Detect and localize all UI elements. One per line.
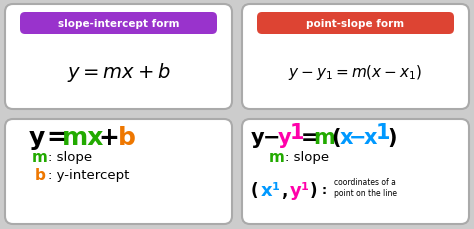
Text: −: − [263, 128, 281, 147]
Text: 1: 1 [301, 181, 309, 191]
Text: b: b [118, 125, 136, 149]
Text: ): ) [387, 128, 397, 147]
Text: $y - y_1 = m(x - x_1)$: $y - y_1 = m(x - x_1)$ [288, 63, 423, 82]
FancyBboxPatch shape [5, 120, 232, 224]
Text: : y-intercept: : y-intercept [48, 168, 129, 181]
Text: y: y [29, 125, 45, 149]
FancyBboxPatch shape [242, 120, 469, 224]
FancyBboxPatch shape [242, 5, 469, 109]
Text: slope-intercept form: slope-intercept form [58, 19, 179, 29]
Text: y: y [251, 128, 265, 147]
Text: ,: , [281, 181, 287, 199]
FancyBboxPatch shape [257, 13, 454, 35]
Text: mx: mx [62, 125, 104, 149]
Text: : slope: : slope [285, 151, 329, 164]
Text: coordinates of a
point on the line: coordinates of a point on the line [334, 177, 397, 197]
Text: =: = [46, 125, 67, 149]
Text: ): ) [309, 181, 317, 199]
Text: (: ( [331, 128, 341, 147]
Text: y: y [290, 181, 302, 199]
FancyBboxPatch shape [5, 5, 232, 109]
Text: 1: 1 [376, 123, 390, 142]
Text: x: x [363, 128, 377, 147]
Text: point-slope form: point-slope form [306, 19, 405, 29]
Text: 1: 1 [290, 123, 304, 142]
Text: −: − [349, 128, 367, 147]
Text: y: y [278, 128, 292, 147]
Text: m: m [32, 150, 48, 165]
Text: =: = [301, 128, 319, 147]
Text: +: + [99, 125, 119, 149]
Text: m: m [313, 128, 335, 147]
Text: x: x [339, 128, 353, 147]
Text: m: m [269, 150, 285, 165]
Text: : slope: : slope [48, 151, 92, 164]
Text: (: ( [250, 181, 258, 199]
Text: 1: 1 [272, 181, 280, 191]
Text: $y = mx + b$: $y = mx + b$ [66, 61, 171, 84]
Text: :: : [321, 184, 327, 197]
Text: x: x [261, 181, 273, 199]
Text: b: b [35, 167, 46, 182]
FancyBboxPatch shape [20, 13, 217, 35]
